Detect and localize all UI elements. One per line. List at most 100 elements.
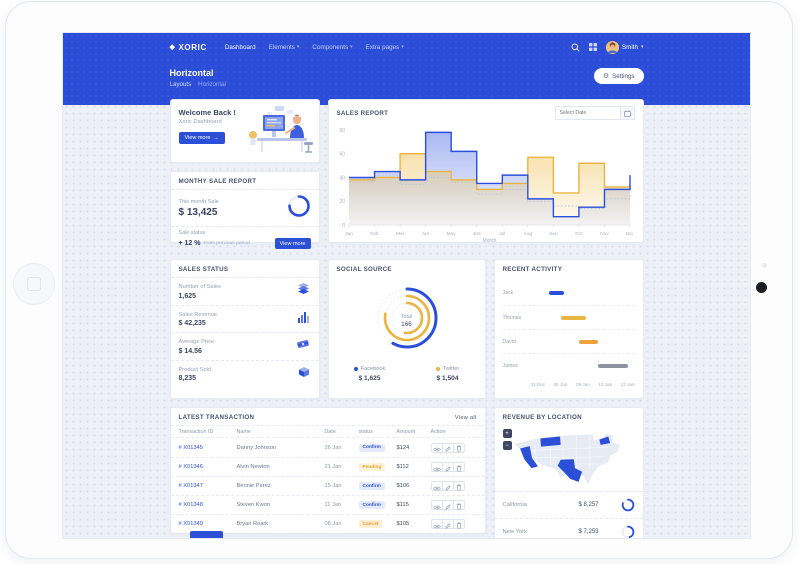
select-date-input[interactable]: [555, 107, 620, 119]
transaction-id-link[interactable]: # X01348: [178, 502, 203, 508]
location-name: California: [502, 502, 528, 508]
nav-menu: Dashboard Elements ▾ Components ▾ Extra pages…: [225, 44, 404, 51]
breadcrumb-item[interactable]: Layouts: [169, 81, 192, 88]
edit-icon: [444, 498, 451, 513]
transaction-id-link[interactable]: # X01349: [178, 521, 203, 527]
delete-button[interactable]: [452, 481, 465, 491]
activity-name: Jack: [502, 290, 514, 296]
edit-button[interactable]: [441, 442, 454, 453]
transaction-id-link[interactable]: # X01346: [178, 464, 203, 470]
transaction-amount: $115: [396, 502, 409, 508]
delete-button[interactable]: [452, 519, 465, 529]
home-button[interactable]: [13, 263, 55, 305]
money-icon: [296, 337, 310, 355]
eye-icon: [432, 460, 441, 475]
activity-tick: 05 Jan: [553, 382, 568, 387]
edit-button[interactable]: [441, 498, 454, 513]
svg-text:40: 40: [339, 175, 345, 181]
status-value: $ 42,235: [178, 320, 206, 327]
svg-text:80: 80: [339, 128, 345, 134]
status-badge: Confirm: [358, 501, 385, 509]
transaction-name: Steven Kwon: [236, 502, 271, 508]
transaction-date: 11 Jan: [324, 502, 342, 508]
map-zoom-in-button[interactable]: +: [502, 429, 512, 438]
calendar-icon[interactable]: [619, 107, 634, 119]
chevron-down-icon: ▾: [401, 44, 404, 50]
settings-button[interactable]: ⚙ Settings: [593, 68, 644, 84]
activity-tick: 31 Dec: [530, 382, 546, 387]
transaction-table-body: # X01345 Danny Johnson 26 Jan Confirm $124 # …: [170, 438, 485, 533]
activity-row-jack: Jack: [503, 281, 635, 305]
transaction-id-link[interactable]: # X01345: [178, 444, 203, 451]
state-montana: [539, 436, 561, 447]
status-label: Product Sold: [178, 366, 212, 373]
status-badge: Cancel: [358, 520, 383, 528]
delete-button[interactable]: [452, 500, 465, 510]
nav-item-label: Extra pages: [365, 43, 400, 51]
map-zoom-out-button[interactable]: −: [502, 441, 512, 450]
action-buttons: [430, 517, 477, 532]
page-header: Horizontal Layouts Horizontal ⚙ Settings: [170, 61, 644, 88]
svg-text:Dec: Dec: [625, 231, 632, 237]
transaction-name: Bennie Perez: [236, 483, 271, 489]
navbar: ◆ XORIC Dashboard Elements ▾ Components ▾ Ext…: [170, 33, 644, 61]
page-title: Horizontal: [169, 68, 214, 78]
nav-item-components[interactable]: Components ▾: [312, 44, 352, 51]
svg-text:Jul: Jul: [499, 231, 505, 237]
legend-value: $ 1,625: [358, 375, 381, 382]
user-menu[interactable]: Smith ▾: [605, 40, 644, 54]
camera-dot-small: [762, 263, 767, 268]
nav-item-dashboard[interactable]: Dashboard: [225, 44, 256, 51]
legend-dot: [435, 367, 440, 371]
edit-button[interactable]: [441, 481, 454, 491]
apps-grid-icon[interactable]: [588, 43, 597, 51]
svg-text:Apr: Apr: [421, 231, 429, 237]
recent-activity-header: RECENT ACTIVITY: [502, 266, 563, 273]
revenue-by-location-card: REVENUE BY LOCATION + −: [493, 407, 644, 538]
legend-value: $ 1,504: [436, 375, 459, 382]
action-buttons: [430, 460, 477, 475]
sales-report-header: SALES REPORT: [336, 109, 389, 117]
chevron-down-icon: ▾: [296, 44, 300, 50]
transaction-id-link[interactable]: # X01347: [178, 483, 203, 489]
activity-name: James: [502, 362, 518, 369]
delete-button[interactable]: [452, 460, 465, 475]
edit-icon: [444, 517, 451, 532]
status-value: 8,235: [178, 375, 197, 382]
sales-report-card: SALES REPORT 0 20 40 60 80 Jan Feb Mar Apr May Jun…: [327, 99, 644, 244]
location-name: New York: [502, 529, 528, 535]
search-icon[interactable]: [571, 43, 580, 52]
latest-transaction-card: LATEST TRANSACTION View all Transaction …: [169, 407, 486, 534]
social-total-value: 166: [401, 320, 412, 328]
action-buttons: [430, 498, 477, 513]
sales-report-chart: 0 20 40 60 80 Jan Feb Mar Apr May Jun Jul Aug Sep Oct N…: [329, 124, 643, 249]
gear-icon: ⚙: [602, 73, 610, 80]
logo-diamond-icon: ◆: [169, 44, 176, 51]
nav-item-extra-pages[interactable]: Extra pages ▾: [366, 44, 404, 51]
nav-item-elements[interactable]: Elements ▾: [269, 44, 300, 51]
activity-bar: [579, 339, 598, 344]
transaction-date: 15 Jan: [324, 483, 342, 489]
transaction-amount: $112: [396, 464, 409, 470]
column-date: Date: [324, 428, 336, 435]
edit-button[interactable]: [441, 517, 454, 532]
app-logo[interactable]: ◆ XORIC: [170, 43, 207, 52]
transaction-name: Alvin Newton: [236, 464, 270, 470]
us-map-svg: [513, 432, 621, 487]
monthly-card-header: MONTHY SALE REPORT: [178, 178, 257, 185]
delete-icon: [456, 460, 462, 475]
transaction-amount: $124: [396, 444, 410, 451]
svg-text:Aug: Aug: [523, 231, 532, 237]
welcome-title: Welcome Back !: [178, 108, 236, 117]
welcome-view-more-button[interactable]: View more →: [178, 132, 225, 144]
edit-button[interactable]: [441, 462, 454, 472]
activity-name: David: [502, 338, 516, 345]
date-picker: [554, 106, 635, 120]
monthly-view-more-button[interactable]: View more: [274, 238, 311, 249]
delete-button[interactable]: [452, 442, 465, 453]
partial-bottom-button[interactable]: [190, 531, 223, 538]
view-all-link[interactable]: View all: [454, 414, 477, 421]
table-row: # X01346 Alvin Newton 21 Jan Pending $112: [170, 457, 485, 476]
settings-label: Settings: [612, 72, 635, 80]
transaction-amount: $106: [396, 483, 410, 489]
